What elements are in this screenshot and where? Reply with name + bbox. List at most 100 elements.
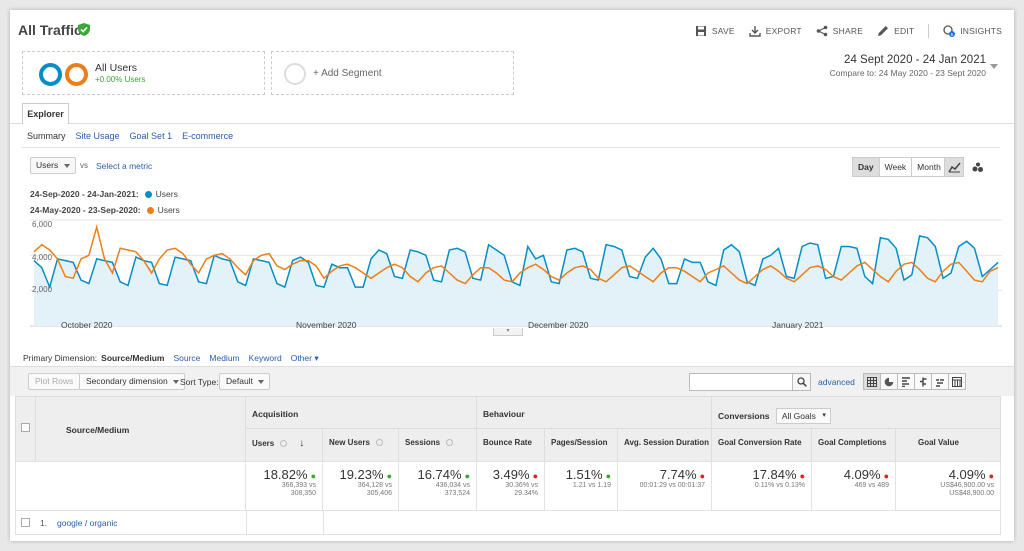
col-avg-session-duration[interactable]: Avg. Session Duration — [617, 428, 712, 462]
select-metric-link[interactable]: Select a metric — [96, 161, 153, 171]
conversions-label: Conversions — [718, 411, 770, 421]
col-users[interactable]: Users ↓ — [245, 428, 323, 462]
decrease-dot-icon: ● — [883, 471, 889, 481]
table-view-toggle — [863, 373, 966, 390]
table-row: 1. google / organic — [15, 511, 1001, 535]
select-all-checkbox[interactable] — [21, 423, 30, 432]
pencil-icon — [878, 26, 889, 36]
subtab-site-usage[interactable]: Site Usage — [75, 131, 120, 141]
col-new-users[interactable]: New Users — [322, 428, 399, 462]
metric-select[interactable]: Users — [30, 157, 76, 174]
total-goal-conversion-rate: 17.84% ● 0.11% vs 0.13% — [711, 461, 812, 511]
table-grid-icon — [867, 376, 877, 387]
goals-dropdown[interactable]: All Goals ▾ — [775, 408, 831, 424]
total-sessions-detail: 436,034 vs — [435, 482, 470, 489]
col-bounce-rate[interactable]: Bounce Rate — [476, 428, 545, 462]
motion-chart-button[interactable] — [967, 157, 987, 177]
share-button[interactable]: SHARE — [816, 25, 863, 37]
save-button[interactable]: SAVE — [695, 25, 735, 37]
increase-dot-icon: ● — [464, 471, 470, 481]
search-button[interactable] — [792, 374, 810, 390]
decrease-dot-icon: ● — [699, 471, 705, 481]
performance-view-button[interactable] — [897, 373, 915, 390]
date-range-picker[interactable]: 24 Sept 2020 - 24 Jan 2021 Compare to: 2… — [830, 54, 986, 78]
advanced-filter-link[interactable]: advanced — [818, 377, 855, 387]
total-pages-session: 1.51% ● 1.21 vs 1.19 — [544, 461, 618, 511]
primary-dimension-label: Primary Dimension: — [23, 353, 98, 363]
plot-rows-button[interactable]: Plot Rows — [28, 373, 81, 390]
increase-dot-icon: ● — [386, 471, 392, 481]
goals-dropdown-label: All Goals — [781, 411, 816, 421]
export-button[interactable]: EXPORT — [749, 25, 802, 37]
period-day-button[interactable]: Day — [852, 157, 880, 177]
legend-previous-range: 24-May-2020 - 23-Sep-2020: — [30, 205, 141, 215]
sort-type-dropdown[interactable]: Default — [219, 373, 270, 390]
search-icon — [796, 377, 807, 387]
edit-button[interactable]: EDIT — [877, 25, 914, 37]
subtab-summary[interactable]: Summary — [27, 131, 66, 141]
col-goal-conversion-rate[interactable]: Goal Conversion Rate — [711, 428, 812, 462]
primary-dimension-active[interactable]: Source/Medium — [101, 353, 165, 363]
dimension-source-link[interactable]: Source — [173, 353, 201, 363]
legend-current: 24-Sep-2020 - 24-Jan-2021: Users — [30, 189, 178, 199]
report-header: All Traffic SAVE EXPORT SHARE EDIT — [10, 10, 1014, 50]
col-goal-value[interactable]: Goal Value — [895, 428, 1001, 462]
total-bounce-rate-pct: 3.49% — [492, 467, 530, 482]
increase-dot-icon: ● — [310, 471, 316, 481]
pivot-view-button[interactable] — [948, 373, 966, 390]
total-goal-conversion-rate-detail: 0.11% vs 0.13% — [754, 482, 805, 489]
export-icon — [749, 26, 761, 37]
comparison-view-button[interactable] — [914, 373, 932, 390]
export-label: EXPORT — [765, 26, 802, 36]
col-goal-value-label: Goal Value — [918, 438, 959, 447]
total-goal-value-detail: US$48,900.00 — [949, 490, 994, 497]
edit-label: EDIT — [894, 26, 915, 36]
subtab-goal-set-1[interactable]: Goal Set 1 — [129, 131, 173, 141]
col-sessions[interactable]: Sessions — [398, 428, 477, 462]
period-month-button[interactable]: Month — [911, 157, 947, 177]
period-week-button[interactable]: Week — [878, 157, 913, 177]
total-pages-session-pct: 1.51% — [565, 467, 603, 482]
add-segment-label: + Add Segment — [313, 68, 382, 79]
insights-button[interactable]: 5 INSIGHTS — [943, 25, 1002, 37]
total-goal-completions-detail: 469 vs 489 — [854, 482, 889, 489]
y-tick-label: 4,000 — [32, 253, 53, 262]
period-toggle: Day Week Month — [852, 157, 947, 177]
legend-current-name: Users — [155, 189, 178, 199]
col-pages-session[interactable]: Pages/Session — [544, 428, 618, 462]
subtab-ecommerce[interactable]: E-commerce — [182, 131, 234, 141]
pie-chart-icon — [884, 377, 894, 386]
row-checkbox[interactable] — [21, 518, 30, 527]
totals-label-cell — [15, 461, 246, 511]
dimension-keyword-link[interactable]: Keyword — [248, 353, 282, 363]
segment-all-users[interactable]: All Users +0.00% Users — [22, 51, 265, 95]
pie-view-button[interactable] — [880, 373, 898, 390]
term-cloud-view-button[interactable] — [931, 373, 949, 390]
total-goal-value-pct: 4.09% — [948, 467, 986, 482]
total-sessions: 16.74% ● 436,034 vs 373,524 — [398, 461, 477, 511]
secondary-dimension-dropdown[interactable]: Secondary dimension — [79, 373, 185, 390]
legend-current-range: 24-Sep-2020 - 24-Jan-2021: — [30, 189, 139, 199]
chart-resize-handle[interactable]: ▾ — [493, 328, 523, 336]
table-search-input[interactable] — [689, 373, 811, 391]
insights-icon: 5 — [943, 25, 956, 37]
tab-explorer[interactable]: Explorer — [22, 103, 69, 124]
select-all-cell — [15, 396, 36, 462]
data-table-view-button[interactable] — [863, 373, 881, 390]
segment-name: All Users — [95, 62, 138, 74]
series-line-previous — [33, 224, 999, 285]
dimension-other-dropdown[interactable]: Other ▾ — [290, 353, 319, 363]
total-new-users: 19.23% ● 364,128 vs 305,406 — [322, 461, 399, 511]
insights-label: INSIGHTS — [960, 26, 1002, 36]
dimension-header[interactable]: Source/Medium — [35, 396, 246, 462]
line-chart-button[interactable] — [944, 157, 964, 177]
row-source-link[interactable]: google / organic — [57, 518, 118, 528]
col-goal-completions[interactable]: Goal Completions — [811, 428, 896, 462]
total-users-pct: 18.82% — [263, 467, 308, 482]
row-index: 1. — [40, 518, 48, 528]
add-segment-button[interactable]: + Add Segment — [271, 51, 514, 95]
segment-blue-ring-icon — [39, 63, 62, 86]
dimension-medium-link[interactable]: Medium — [209, 353, 240, 363]
date-range-caret-icon[interactable] — [990, 64, 998, 69]
increase-dot-icon: ● — [605, 471, 611, 481]
